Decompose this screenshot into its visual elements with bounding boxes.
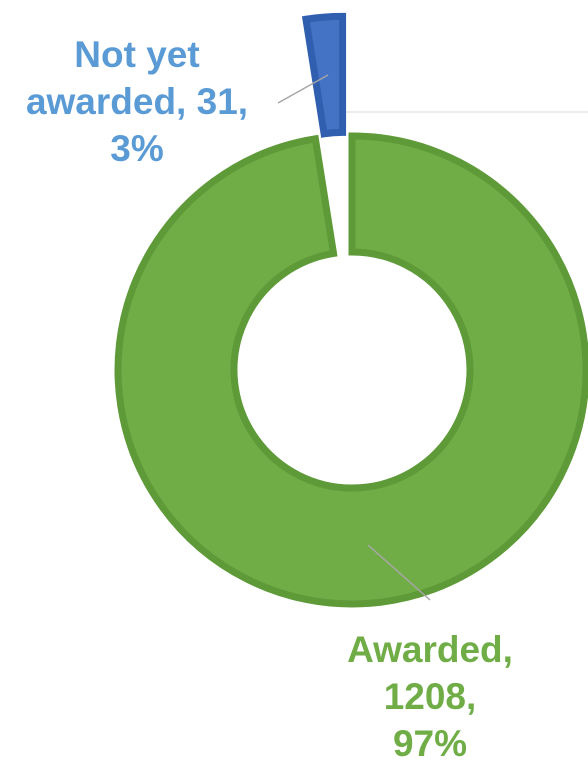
data-label: Not yet xyxy=(74,34,199,75)
data-label: awarded, 31, xyxy=(26,81,248,122)
data-label: 3% xyxy=(110,128,163,169)
leader-line xyxy=(367,544,431,601)
data-label: 97% xyxy=(393,723,467,763)
data-label: 1208, xyxy=(384,676,477,717)
donut-slice xyxy=(301,12,347,138)
donut-slice xyxy=(114,132,588,608)
data-label: Awarded, xyxy=(347,629,513,670)
leader-line xyxy=(277,74,329,104)
